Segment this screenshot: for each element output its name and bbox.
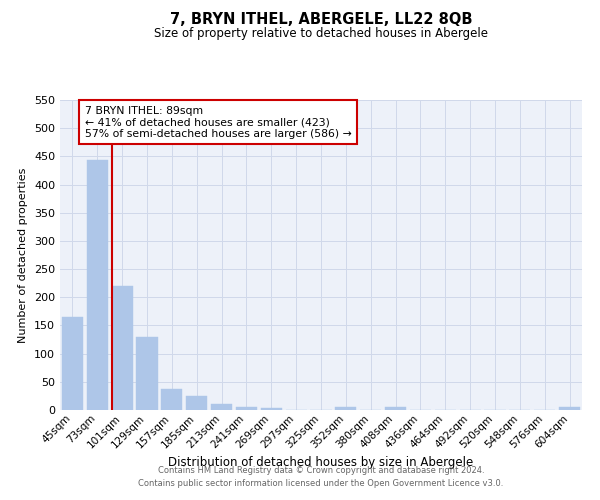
Bar [335,407,356,410]
Bar [186,396,207,410]
Bar [559,407,580,410]
Bar [112,286,133,410]
Text: 7, BRYN ITHEL, ABERGELE, LL22 8QB: 7, BRYN ITHEL, ABERGELE, LL22 8QB [170,12,472,28]
Bar [62,317,83,410]
Bar [161,389,182,410]
Text: 7 BRYN ITHEL: 89sqm
← 41% of detached houses are smaller (423)
57% of semi-detac: 7 BRYN ITHEL: 89sqm ← 41% of detached ho… [85,106,352,139]
Bar [236,407,257,410]
Bar [385,406,406,410]
Bar [136,336,158,410]
Text: Distribution of detached houses by size in Abergele: Distribution of detached houses by size … [169,456,473,469]
Bar [87,160,108,410]
Text: Size of property relative to detached houses in Abergele: Size of property relative to detached ho… [154,28,488,40]
Text: Contains HM Land Registry data © Crown copyright and database right 2024.
Contai: Contains HM Land Registry data © Crown c… [139,466,503,487]
Bar [261,408,282,410]
Bar [211,404,232,410]
Y-axis label: Number of detached properties: Number of detached properties [19,168,28,342]
